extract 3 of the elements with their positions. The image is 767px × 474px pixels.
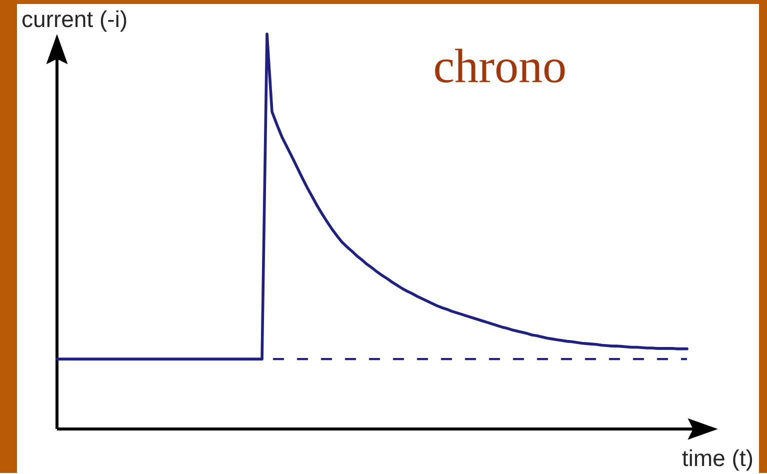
y-axis-title: current (-i) <box>22 10 126 32</box>
chart-title: chrono <box>435 48 565 83</box>
x-axis-title: time (t) <box>682 449 752 471</box>
